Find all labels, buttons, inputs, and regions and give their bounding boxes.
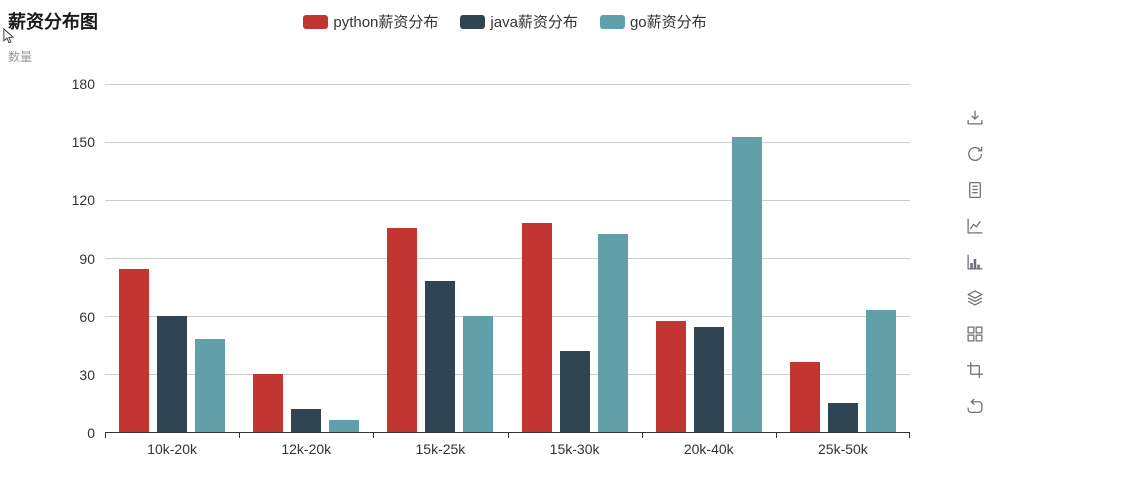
x-tick-label: 20k-40k bbox=[683, 441, 734, 457]
legend: python薪资分布 java薪资分布 go薪资分布 bbox=[0, 13, 1010, 31]
bar-python-0[interactable] bbox=[119, 269, 150, 432]
bar-java-5[interactable] bbox=[827, 402, 858, 432]
bar-go-2[interactable] bbox=[463, 315, 494, 432]
legend-swatch-python bbox=[303, 14, 329, 29]
gridline bbox=[105, 316, 910, 318]
legend-item-java[interactable]: java薪资分布 bbox=[460, 13, 578, 31]
gridline bbox=[105, 83, 910, 85]
legend-label-java: java薪资分布 bbox=[490, 14, 578, 31]
download-icon bbox=[967, 110, 983, 125]
document-icon bbox=[969, 181, 981, 199]
gridline bbox=[105, 199, 910, 201]
bar-go-3[interactable] bbox=[597, 234, 628, 432]
x-axis-tick bbox=[105, 433, 106, 438]
x-axis-tick bbox=[909, 433, 910, 438]
grid-squares-icon bbox=[967, 326, 983, 342]
gridline bbox=[105, 374, 910, 376]
data-view-button[interactable] bbox=[964, 179, 986, 201]
bar-java-2[interactable] bbox=[425, 280, 456, 432]
save-as-image-button[interactable] bbox=[964, 107, 986, 129]
bar-python-5[interactable] bbox=[789, 362, 820, 432]
x-axis-tick bbox=[775, 433, 777, 438]
legend-item-go[interactable]: go薪资分布 bbox=[599, 13, 707, 31]
legend-label-python: python薪资分布 bbox=[333, 14, 439, 31]
chart-title: 薪资分布图 bbox=[8, 12, 98, 32]
bar-go-4[interactable] bbox=[731, 137, 762, 432]
mouse-cursor bbox=[2, 27, 17, 50]
bar-chart-icon bbox=[967, 254, 983, 270]
line-chart-icon bbox=[967, 218, 983, 234]
tiled-button[interactable] bbox=[964, 323, 986, 345]
y-tick-label: 180 bbox=[71, 76, 95, 92]
bar-java-3[interactable] bbox=[559, 350, 590, 432]
plot-area: 0 30 60 90 120 150 180 10k-20k 12k-20k 15k-25k 15k… bbox=[72, 76, 910, 457]
gridline bbox=[105, 141, 910, 143]
x-axis-tick bbox=[373, 433, 375, 438]
bar-python-1[interactable] bbox=[253, 373, 284, 432]
bar-java-4[interactable] bbox=[693, 327, 724, 432]
x-axis-tick bbox=[507, 433, 509, 438]
legend-swatch-java bbox=[460, 14, 486, 29]
bar-python-2[interactable] bbox=[387, 228, 418, 432]
x-axis-tick bbox=[641, 433, 643, 438]
legend-item-python[interactable]: python薪资分布 bbox=[303, 13, 439, 31]
gridline bbox=[105, 258, 910, 259]
y-tick-label: 30 bbox=[79, 366, 95, 383]
bar-python-4[interactable] bbox=[655, 321, 686, 432]
y-tick-label: 0 bbox=[87, 425, 95, 441]
zoom-reset-button[interactable] bbox=[964, 395, 986, 417]
zoom-select-icon bbox=[967, 362, 983, 378]
x-tick-label: 25k-50k bbox=[818, 441, 868, 457]
bar-python-3[interactable] bbox=[521, 222, 552, 432]
x-tick-label: 12k-20k bbox=[281, 441, 332, 457]
y-tick-label: 120 bbox=[71, 192, 95, 209]
data-zoom-button[interactable] bbox=[964, 359, 986, 381]
stack-button[interactable] bbox=[964, 287, 986, 309]
restore-button[interactable] bbox=[964, 143, 986, 165]
bar-java-1[interactable] bbox=[291, 408, 322, 432]
y-tick-label: 90 bbox=[79, 250, 95, 267]
refresh-icon bbox=[968, 146, 983, 161]
legend-swatch-go bbox=[599, 14, 625, 29]
x-tick-label: 15k-25k bbox=[415, 441, 466, 457]
y-tick-label: 60 bbox=[79, 308, 95, 325]
bar-java-0[interactable] bbox=[157, 315, 188, 432]
x-axis-tick bbox=[239, 433, 241, 438]
bar-go-5[interactable] bbox=[865, 309, 896, 432]
switch-to-line-button[interactable] bbox=[964, 215, 986, 237]
legend-label-go: go薪资分布 bbox=[629, 14, 707, 31]
undo-zoom-icon bbox=[967, 398, 983, 413]
x-tick-label: 10k-20k bbox=[147, 441, 197, 457]
toolbox bbox=[964, 107, 986, 417]
switch-to-bar-button[interactable] bbox=[964, 251, 986, 273]
y-tick-label: 150 bbox=[71, 134, 95, 151]
bar-go-0[interactable] bbox=[195, 338, 226, 432]
y-axis-name: 数量 bbox=[8, 50, 33, 64]
bar-go-1[interactable] bbox=[329, 420, 360, 432]
layers-icon bbox=[967, 290, 983, 306]
x-tick-label: 15k-30k bbox=[549, 441, 600, 457]
